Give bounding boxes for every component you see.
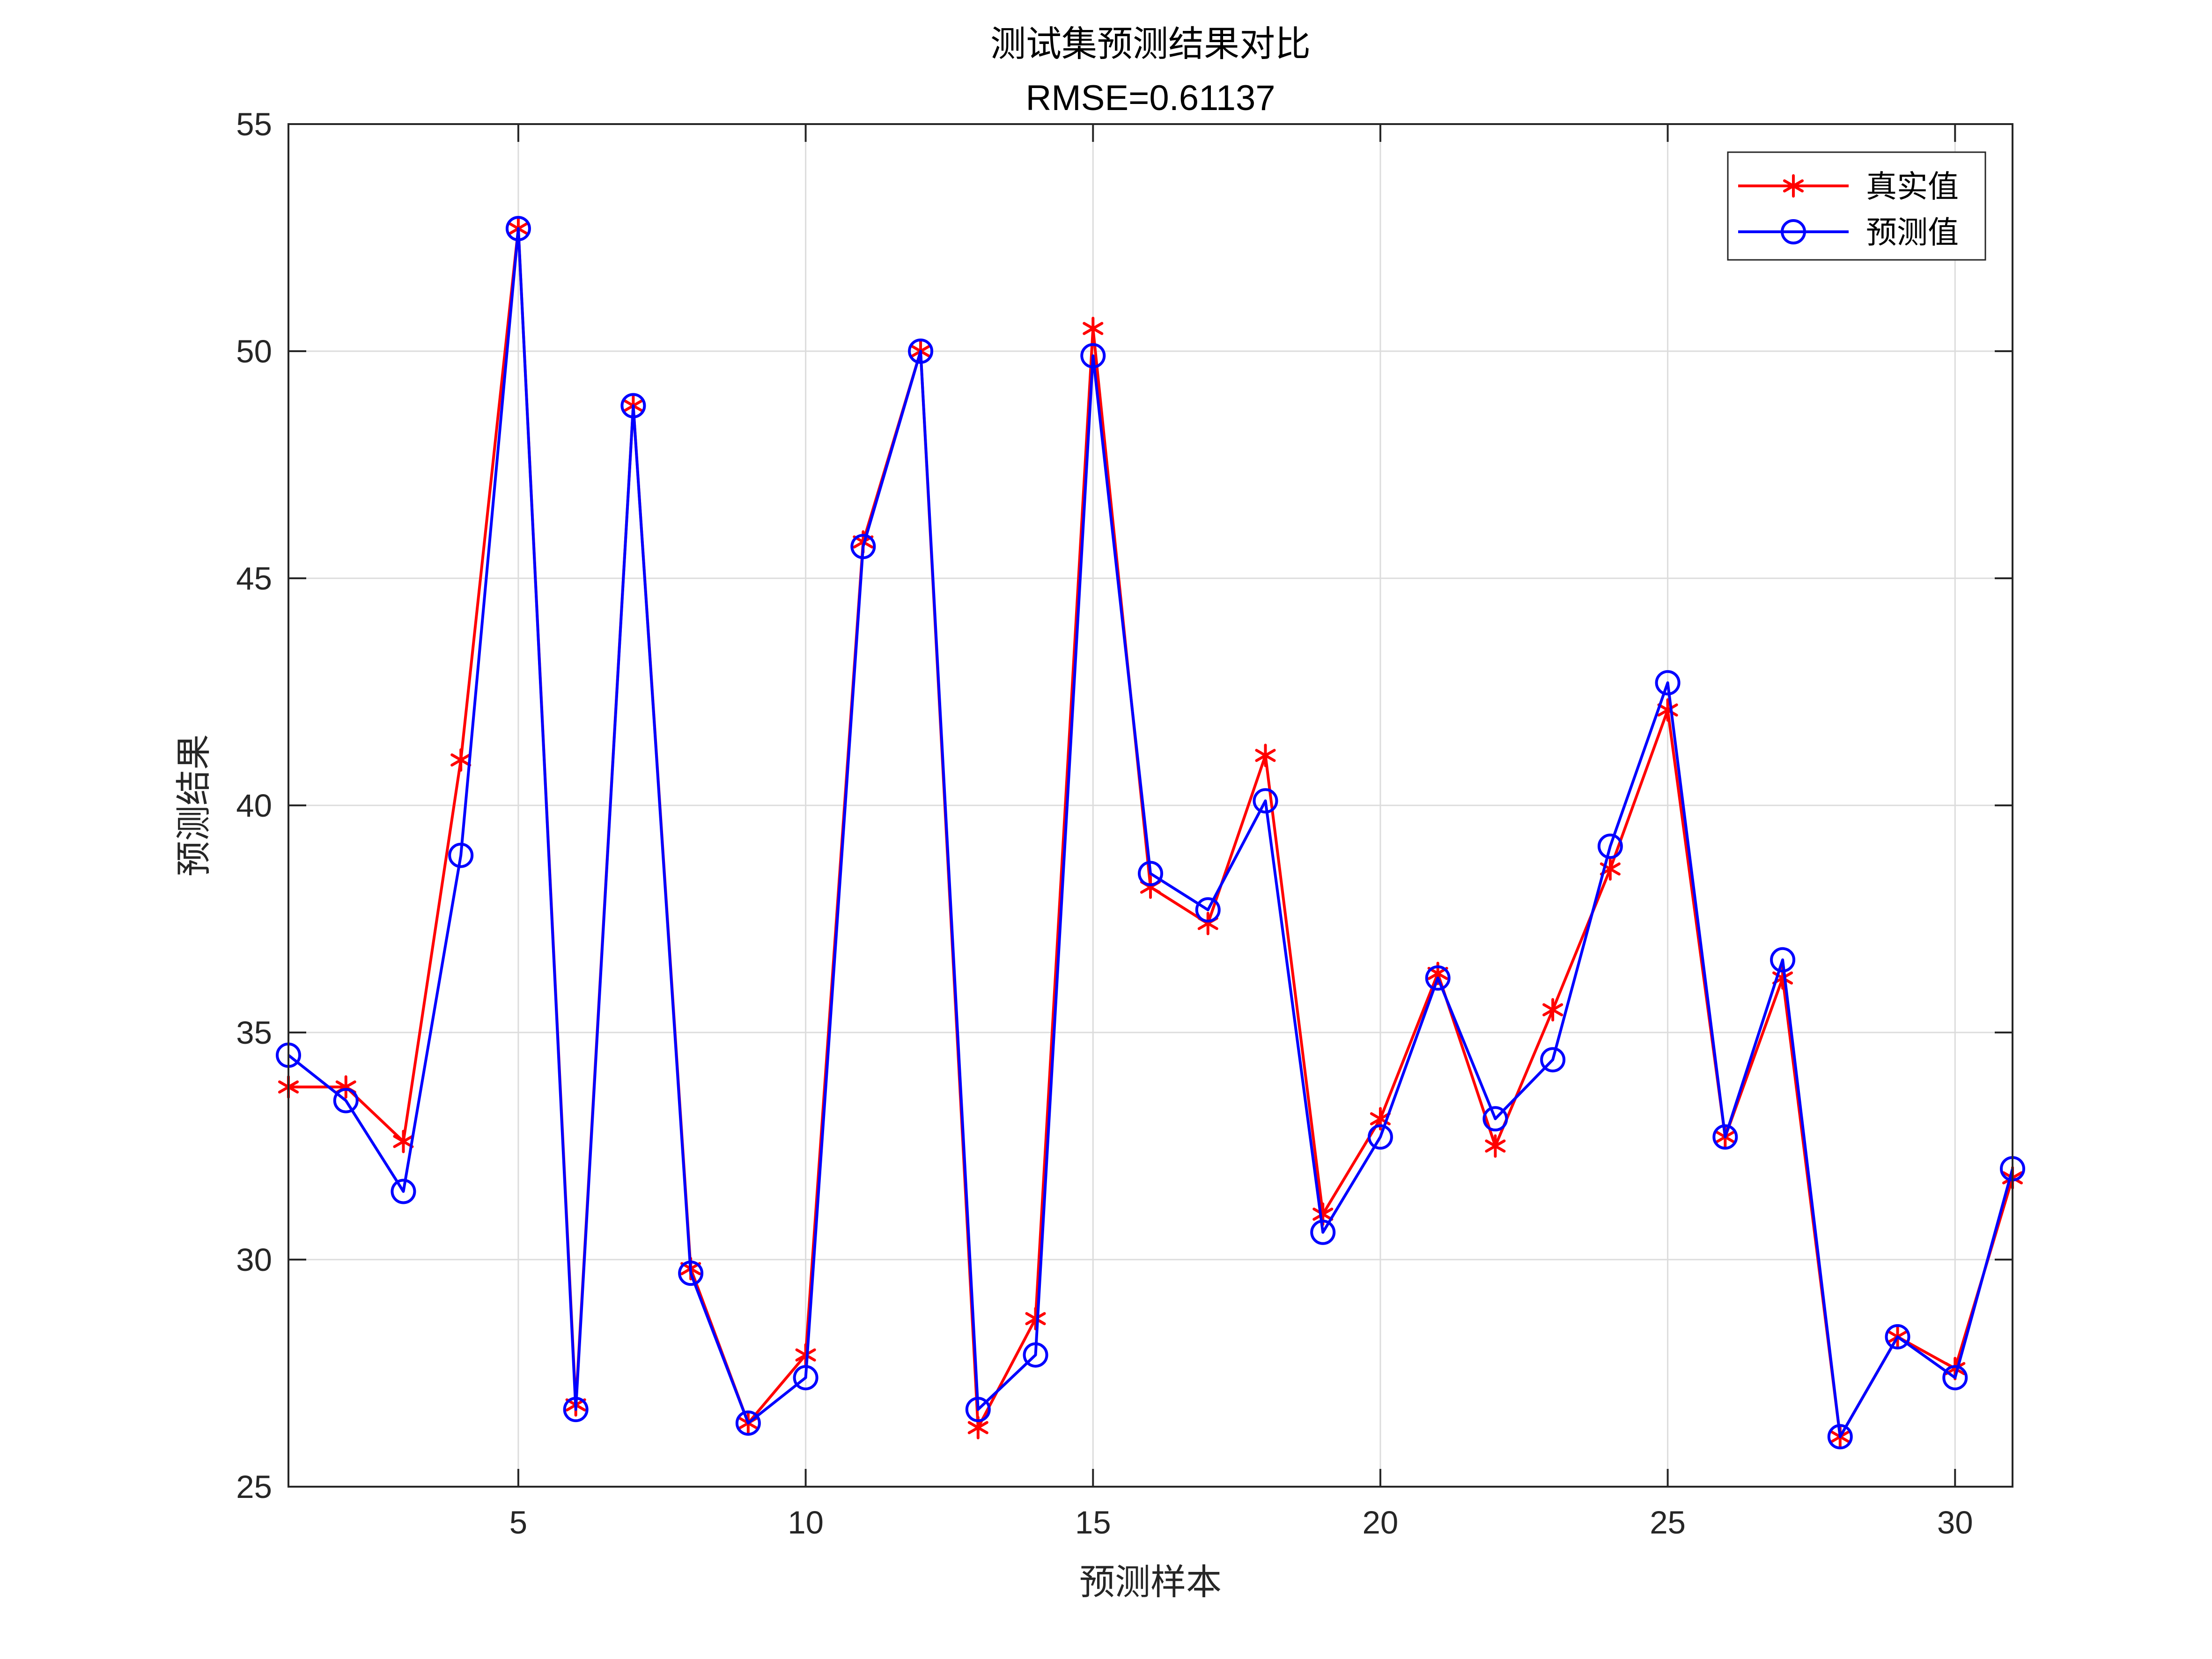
legend-marker-symbol <box>1783 174 1804 198</box>
x-tick-label: 20 <box>1363 1504 1399 1541</box>
chart-title: 测试集预测结果对比 <box>990 24 1311 64</box>
data-point <box>1657 698 1678 722</box>
data-point <box>1542 998 1563 1022</box>
legend-label-predicted: 预测值 <box>1866 214 1959 251</box>
data-point <box>1025 1307 1046 1331</box>
data-point <box>965 1397 991 1423</box>
data-point <box>850 534 876 560</box>
y-tick-label: 25 <box>236 1469 272 1505</box>
y-tick-label: 40 <box>236 788 272 824</box>
x-tick-label: 15 <box>1075 1504 1111 1541</box>
y-tick-label: 30 <box>236 1242 272 1278</box>
data-point <box>1485 1134 1506 1158</box>
legend-box <box>1727 151 1986 261</box>
x-tick-label: 25 <box>1650 1504 1686 1541</box>
data-point <box>1255 744 1276 767</box>
legend-marker-symbol <box>1781 219 1806 244</box>
y-tick-label: 35 <box>236 1015 272 1051</box>
data-point <box>505 216 531 242</box>
legend-marker-predicted <box>1781 219 1806 244</box>
data-point <box>393 1129 414 1153</box>
x-tick-label: 10 <box>788 1504 824 1541</box>
data-point <box>1597 833 1623 859</box>
series-line <box>288 227 2014 1438</box>
x-axis-label: 预测样本 <box>1079 1561 1222 1603</box>
data-point <box>620 393 646 419</box>
data-point <box>448 842 474 868</box>
data-point <box>1540 1047 1566 1073</box>
y-tick-label: 55 <box>236 106 272 142</box>
data-point <box>391 1179 416 1204</box>
data-point <box>1083 317 1104 340</box>
data-point <box>1770 947 1796 973</box>
data-point <box>1253 788 1278 814</box>
legend-marker-actual <box>1783 174 1804 198</box>
data-point <box>1080 343 1106 369</box>
chart-subtitle: RMSE=0.61137 <box>1025 78 1275 118</box>
data-point <box>1482 1106 1508 1132</box>
data-point <box>1942 1365 1968 1391</box>
y-tick-label: 50 <box>236 333 272 369</box>
data-point <box>1885 1324 1910 1349</box>
legend: 真实值 预测值 <box>1727 151 1986 261</box>
data-point <box>1138 861 1163 886</box>
data-point <box>1367 1124 1393 1150</box>
y-axis-label: 预测结果 <box>173 734 214 877</box>
x-tick-label: 30 <box>1937 1504 1973 1541</box>
data-point <box>678 1261 704 1286</box>
data-point <box>1712 1124 1738 1150</box>
data-point <box>1023 1342 1048 1368</box>
legend-label-actual: 真实值 <box>1866 169 1959 205</box>
data-point <box>563 1397 589 1423</box>
data-point <box>1655 670 1681 696</box>
data-point <box>735 1410 761 1436</box>
data-point <box>1827 1424 1853 1450</box>
data-point <box>1195 897 1221 923</box>
data-point <box>1310 1219 1336 1245</box>
y-tick-label: 45 <box>236 560 272 597</box>
data-point <box>333 1088 359 1113</box>
data-point <box>1425 965 1451 991</box>
data-point <box>793 1365 818 1391</box>
data-point <box>908 339 934 364</box>
data-point <box>450 748 472 772</box>
tick-labels: 5 10 15 20 25 30 25 30 35 40 45 50 55 <box>236 106 1973 1541</box>
x-tick-label: 5 <box>509 1504 527 1541</box>
data-series <box>276 216 2025 1450</box>
axes-box <box>288 123 2013 1488</box>
